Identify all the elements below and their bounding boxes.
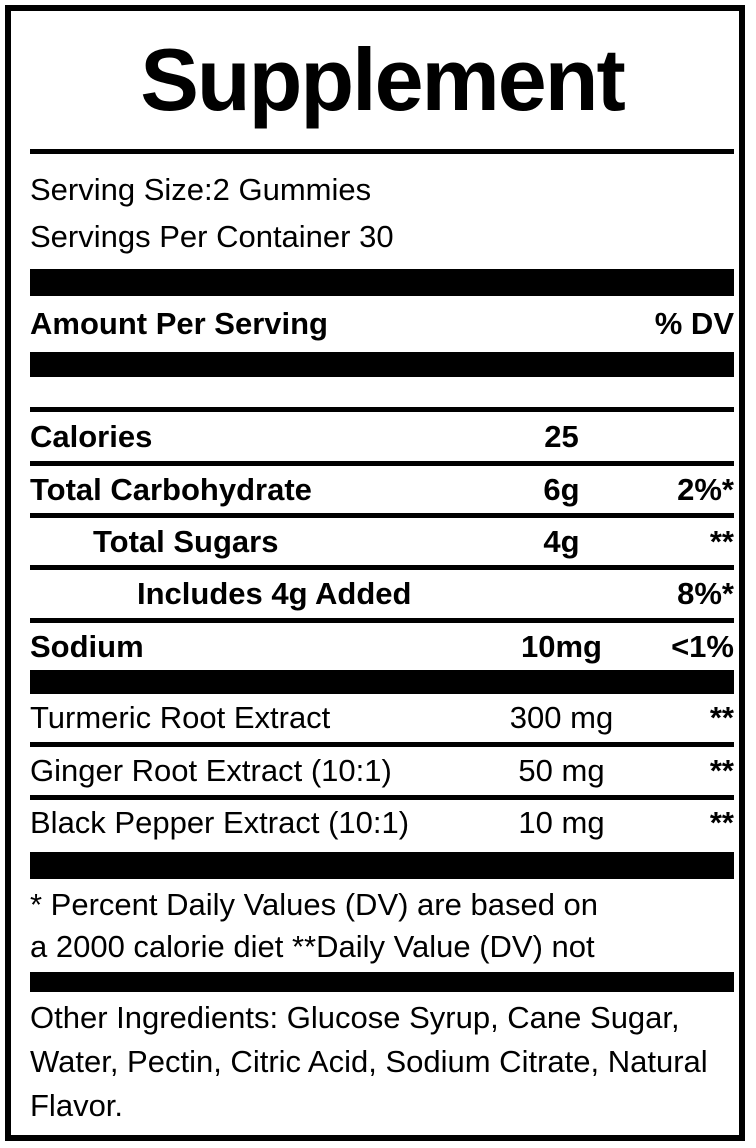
ingredient-name: Turmeric Root Extract [30, 700, 331, 735]
nutrient-row-added-sugars: Includes 4g Added 8%* [30, 570, 734, 618]
row-divider [30, 461, 734, 466]
ingredient-row-ginger: Ginger Root Extract (10:1) 50 mg ** [30, 747, 734, 795]
ingredient-row-black-pepper: Black Pepper Extract (10:1) 10 mg ** [30, 800, 734, 845]
table-header-row: Amount Per Serving % DV [30, 296, 734, 352]
nutrient-dv: <1% [671, 628, 734, 664]
panel-content: Supplement Serving Size:2 Gummies Servin… [30, 11, 734, 1128]
nutrient-amount: 25 [544, 418, 579, 454]
ingredient-dv: ** [709, 700, 734, 735]
servings-per-container-text: Servings Per Container 30 [30, 219, 394, 254]
nutrient-row-total-carbohydrate: Total Carbohydrate 6g 2%* [30, 466, 734, 513]
ingredient-amount: 50 mg [518, 753, 605, 788]
row-divider [30, 742, 734, 747]
nutrient-row-total-sugars: Total Sugars 4g ** [30, 518, 734, 565]
separator-bar [30, 352, 734, 377]
ingredient-row-turmeric: Turmeric Root Extract 300 mg ** [30, 694, 734, 742]
ingredient-dv: ** [709, 804, 734, 840]
title-block: Supplement [30, 11, 734, 149]
amount-per-serving-header: Amount Per Serving [30, 306, 328, 341]
percent-dv-header: % DV [654, 306, 734, 341]
row-divider [30, 565, 734, 570]
footnote-line: a 2000 calorie diet **Daily Value (DV) n… [30, 929, 595, 964]
nutrient-dv: 8%* [677, 576, 734, 611]
panel-title: Supplement [140, 30, 626, 129]
nutrient-amount: 10mg [521, 628, 602, 664]
nutrient-amount: 6g [543, 471, 580, 507]
nutrient-dv: ** [709, 523, 734, 559]
nutrient-amount: 4g [543, 523, 580, 559]
row-divider [30, 407, 734, 412]
separator-bar [30, 670, 734, 694]
nutrient-name: Total Carbohydrate [30, 471, 312, 507]
nutrient-dv: 2%* [677, 471, 734, 507]
blank-row [30, 377, 734, 407]
nutrient-name: Includes 4g Added [137, 576, 412, 611]
separator-bar [30, 852, 734, 879]
separator-bar [30, 972, 734, 992]
supplement-facts-panel: Supplement Serving Size:2 Gummies Servin… [5, 5, 745, 1141]
other-ingredients-line: Other Ingredients: Glucose Syrup, Cane S… [30, 1000, 680, 1035]
footnote-line: * Percent Daily Values (DV) are based on [30, 887, 599, 922]
nutrient-name: Calories [30, 418, 153, 454]
row-divider [30, 513, 734, 518]
daily-value-footnote: * Percent Daily Values (DV) are based on… [30, 879, 734, 968]
ingredient-amount: 10 mg [518, 804, 605, 840]
serving-size-text: Serving Size:2 Gummies [30, 172, 372, 207]
nutrient-row-calories: Calories 25 [30, 412, 734, 461]
other-ingredients-line: Flavor. [30, 1088, 124, 1123]
row-divider [30, 618, 734, 623]
other-ingredients: Other Ingredients: Glucose Syrup, Cane S… [30, 992, 734, 1128]
title-divider [30, 149, 734, 154]
ingredient-name: Ginger Root Extract (10:1) [30, 753, 392, 788]
row-divider [30, 795, 734, 800]
ingredient-name: Black Pepper Extract (10:1) [30, 804, 410, 840]
ingredient-dv: ** [709, 753, 734, 788]
nutrient-name: Total Sugars [93, 523, 279, 559]
nutrient-name: Sodium [30, 628, 144, 664]
separator-bar [30, 269, 734, 296]
serving-info: Serving Size:2 Gummies Servings Per Cont… [30, 154, 734, 260]
nutrient-row-sodium: Sodium 10mg <1% [30, 623, 734, 670]
ingredient-amount: 300 mg [509, 700, 614, 735]
other-ingredients-line: Water, Pectin, Citric Acid, Sodium Citra… [30, 1044, 708, 1079]
